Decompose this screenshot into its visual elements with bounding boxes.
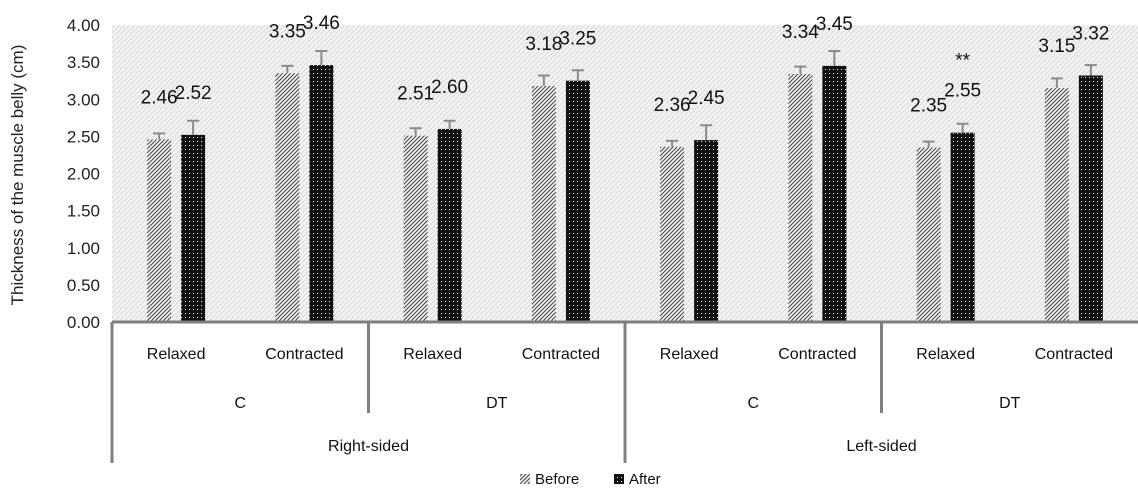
data-label: 3.18: [525, 34, 562, 55]
significance-marker: **: [955, 51, 970, 72]
data-label: 3.34: [782, 22, 819, 43]
data-label: 3.25: [559, 29, 596, 50]
category-label-level1: Contracted: [1035, 346, 1113, 363]
data-label: 2.55: [944, 81, 981, 102]
category-label-level1: Relaxed: [916, 346, 975, 363]
category-labels: Relaxed Contracted Relaxed Contracted Relaxe…: [147, 346, 1113, 455]
bar-after: [309, 65, 334, 322]
bar-after: [822, 65, 847, 323]
bar-before: [275, 73, 300, 322]
legend-swatch-after: [614, 474, 624, 484]
bar-before: [660, 146, 685, 322]
y-tick-label: 1.00: [67, 239, 100, 258]
category-axis: [110, 320, 1138, 463]
bar-before: [147, 139, 172, 322]
bar-after: [950, 132, 975, 322]
y-tick-label: 0.50: [67, 276, 100, 295]
y-axis-ticks: 0.00 0.50 1.00 1.50 2.00 2.50 3.00 3.50 4.00: [67, 16, 100, 332]
data-label: 2.45: [688, 88, 725, 109]
data-label: 2.52: [175, 83, 212, 104]
category-label-level1: Contracted: [778, 346, 856, 363]
data-label: 2.35: [910, 96, 947, 117]
data-labels-layer: 2.46 3.35 2.51 3.18 2.36 3.34 2.35 3.15 2.52 3.46…: [141, 13, 1110, 116]
legend-label-after: After: [629, 471, 661, 488]
data-label: 3.45: [816, 14, 853, 35]
bar-after: [694, 140, 719, 322]
bar-before: [788, 74, 813, 322]
category-label-level1: Contracted: [265, 346, 343, 363]
category-label-level1: Relaxed: [147, 346, 206, 363]
data-label: 2.46: [141, 87, 178, 108]
legend: Before After: [520, 471, 661, 488]
legend-label-before: Before: [535, 471, 579, 488]
legend-swatch-before: [520, 474, 530, 484]
category-label-level2: C: [747, 395, 759, 412]
y-tick-label: 3.00: [67, 90, 100, 109]
data-label: 3.15: [1038, 36, 1075, 57]
category-label-level3: Left-sided: [846, 438, 916, 455]
bar-before: [1044, 88, 1069, 322]
data-label: 3.46: [303, 13, 340, 34]
y-tick-label: 3.50: [67, 53, 100, 72]
bar-before: [531, 85, 556, 322]
plot-background: [112, 25, 1138, 322]
data-label: 3.32: [1072, 23, 1109, 44]
bar-after: [181, 134, 206, 322]
bar-after: [437, 128, 462, 322]
category-label-level2: DT: [999, 395, 1021, 412]
category-label-level3: Right-sided: [328, 438, 409, 455]
y-tick-label: 1.50: [67, 202, 100, 221]
y-tick-label: 2.50: [67, 127, 100, 146]
bar-before: [403, 135, 428, 322]
category-label-level2: C: [234, 395, 246, 412]
y-axis-title: Thickness of the muscle belly (cm): [8, 45, 27, 306]
bars-layer: [147, 49, 1103, 323]
data-label: 3.35: [269, 21, 306, 42]
category-label-level2: DT: [486, 395, 508, 412]
data-label: 2.60: [431, 77, 468, 98]
data-label: 2.51: [397, 84, 434, 105]
y-tick-label: 0.00: [67, 313, 100, 332]
y-tick-label: 2.00: [67, 165, 100, 184]
data-label: 2.36: [654, 95, 691, 116]
category-label-level1: Relaxed: [403, 346, 462, 363]
bar-before: [916, 147, 941, 322]
bar-after: [565, 80, 590, 322]
bar-after: [1078, 75, 1103, 323]
category-label-level1: Contracted: [522, 346, 600, 363]
y-tick-label: 4.00: [67, 16, 100, 35]
category-label-level1: Relaxed: [660, 346, 719, 363]
